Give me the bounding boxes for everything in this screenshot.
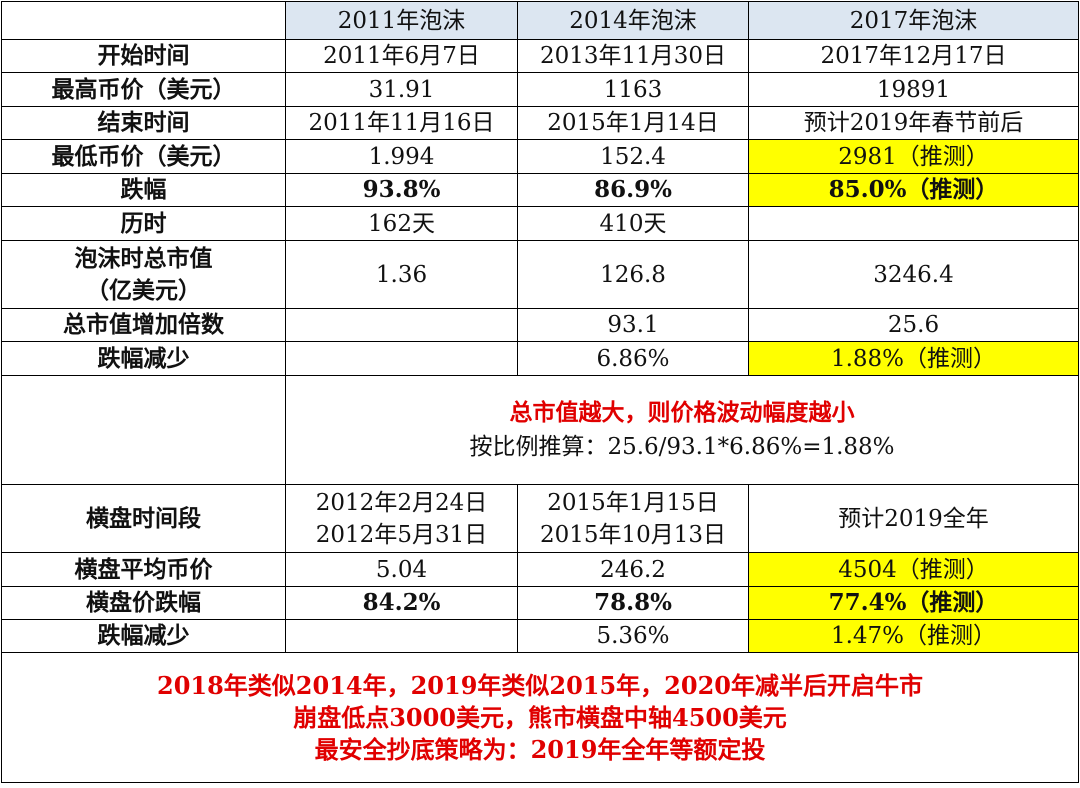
cell-line: 2015年10月13日: [539, 521, 727, 548]
table-row: 最高币价（美元） 31.91 1163 19891: [1, 72, 1079, 107]
cell: [285, 308, 518, 342]
note-cell: 总市值越大，则价格波动幅度越小 按比例推算：25.6/93.1*6.86%=1.…: [285, 375, 1079, 485]
cell: 预计2019年春节前后: [748, 106, 1079, 140]
cell: [748, 206, 1079, 241]
cell: 126.8: [517, 240, 749, 309]
table-row: 横盘平均币价 5.04 246.2 4504（推测）: [1, 552, 1079, 587]
row-label: 横盘平均币价: [1, 552, 286, 587]
cell: 2012年2月24日 2012年5月31日: [285, 484, 518, 553]
cell-line: 2012年5月31日: [315, 521, 488, 548]
corner: [1, 1, 286, 40]
cell: 预计2019全年: [748, 484, 1079, 553]
note-headline: 总市值越大，则价格波动幅度越小: [509, 399, 855, 426]
cell: 93.1: [517, 308, 749, 342]
cell-line: （亿美元）: [86, 276, 201, 304]
cell: 5.36%: [517, 619, 749, 653]
table-row: 横盘价跌幅 84.2% 78.8% 77.4%（推测）: [1, 586, 1079, 620]
cell: 1.36: [285, 240, 518, 309]
row-label: 总市值增加倍数: [1, 308, 286, 342]
cell: 162天: [285, 206, 518, 241]
cell-line: 崩盘低点3000美元，熊市横盘中轴4500美元: [293, 702, 787, 732]
table-row: 跌幅减少 6.86% 1.88%（推测）: [1, 341, 1079, 376]
cell: [285, 619, 518, 653]
cell-line: 泡沫时总市值: [74, 244, 213, 272]
header-cell: 2017年泡沫: [748, 1, 1079, 40]
cell: 2011年11月16日: [285, 106, 518, 140]
header-cell: 2011年泡沫: [285, 1, 518, 40]
row-label: 泡沫时总市值 （亿美元）: [1, 240, 286, 309]
cell: 410天: [517, 206, 749, 241]
cell: 2011年6月7日: [285, 39, 518, 73]
row-label: 历时: [1, 206, 286, 241]
footer-cell: 2018年类似2014年，2019年类似2015年，2020年减半后开启牛市 崩盘…: [1, 652, 1079, 783]
cell: 3246.4: [748, 240, 1079, 309]
cell: 84.2%: [285, 586, 518, 620]
row-label: 跌幅: [1, 173, 286, 207]
table-row: 横盘时间段 2012年2月24日 2012年5月31日 2015年1月15日 2015年…: [1, 484, 1079, 553]
row-label: 横盘时间段: [1, 484, 286, 553]
row-label: 开始时间: [1, 39, 286, 73]
cell: 93.8%: [285, 173, 518, 207]
cell: 2981（推测）: [748, 139, 1079, 174]
cell-line: 2015年1月15日: [547, 489, 719, 516]
note-row: 总市值越大，则价格波动幅度越小 按比例推算：25.6/93.1*6.86%=1.…: [1, 375, 1079, 485]
header-cell: 2014年泡沫: [517, 1, 749, 40]
cell: 4504（推测）: [748, 552, 1079, 587]
cell: [285, 341, 518, 376]
table-row: 结束时间 2011年11月16日 2015年1月14日 预计2019年春节前后: [1, 106, 1079, 140]
header-row: 2011年泡沫 2014年泡沫 2017年泡沫: [1, 1, 1079, 40]
row-label: 横盘价跌幅: [1, 586, 286, 620]
row-label: 跌幅减少: [1, 619, 286, 653]
cell: 1163: [517, 72, 749, 107]
row-label: 结束时间: [1, 106, 286, 140]
cell: 6.86%: [517, 341, 749, 376]
cell: 78.8%: [517, 586, 749, 620]
row-label: 最高币价（美元）: [1, 72, 286, 107]
cell-line: 2018年类似2014年，2019年类似2015年，2020年减半后开启牛市: [157, 670, 923, 700]
cell-line: 2012年2月24日: [315, 489, 488, 516]
cell: 77.4%（推测）: [748, 586, 1079, 620]
cell: 1.88%（推测）: [748, 341, 1079, 376]
cell-line: 最安全抄底策略为：2019年全年等额定投: [314, 734, 766, 764]
cell: 2017年12月17日: [748, 39, 1079, 73]
cell: 86.9%: [517, 173, 749, 207]
table-row: 泡沫时总市值 （亿美元） 1.36 126.8 3246.4: [1, 240, 1079, 309]
table-row: 开始时间 2011年6月7日 2013年11月30日 2017年12月17日: [1, 39, 1079, 73]
footer-row: 2018年类似2014年，2019年类似2015年，2020年减半后开启牛市 崩盘…: [1, 652, 1079, 783]
cell: 1.994: [285, 139, 518, 174]
table-row: 历时 162天 410天: [1, 206, 1079, 241]
cell: 2015年1月15日 2015年10月13日: [517, 484, 749, 553]
cell: 19891: [748, 72, 1079, 107]
cell: [1, 375, 286, 485]
cell: 31.91: [285, 72, 518, 107]
row-label: 跌幅减少: [1, 341, 286, 376]
table-row: 最低币价（美元） 1.994 152.4 2981（推测）: [1, 139, 1079, 174]
cell: 5.04: [285, 552, 518, 587]
table-row: 跌幅减少 5.36% 1.47%（推测）: [1, 619, 1079, 653]
cell: 85.0%（推测）: [748, 173, 1079, 207]
cell: 2015年1月14日: [517, 106, 749, 140]
row-label: 最低币价（美元）: [1, 139, 286, 174]
cell: 152.4: [517, 139, 749, 174]
table-row: 总市值增加倍数 93.1 25.6: [1, 308, 1079, 342]
cell: 246.2: [517, 552, 749, 587]
cell: 2013年11月30日: [517, 39, 749, 73]
note-formula: 按比例推算：25.6/93.1*6.86%=1.88%: [469, 434, 895, 460]
table-row: 跌幅 93.8% 86.9% 85.0%（推测）: [1, 173, 1079, 207]
cell: 25.6: [748, 308, 1079, 342]
cell: 1.47%（推测）: [748, 619, 1079, 653]
